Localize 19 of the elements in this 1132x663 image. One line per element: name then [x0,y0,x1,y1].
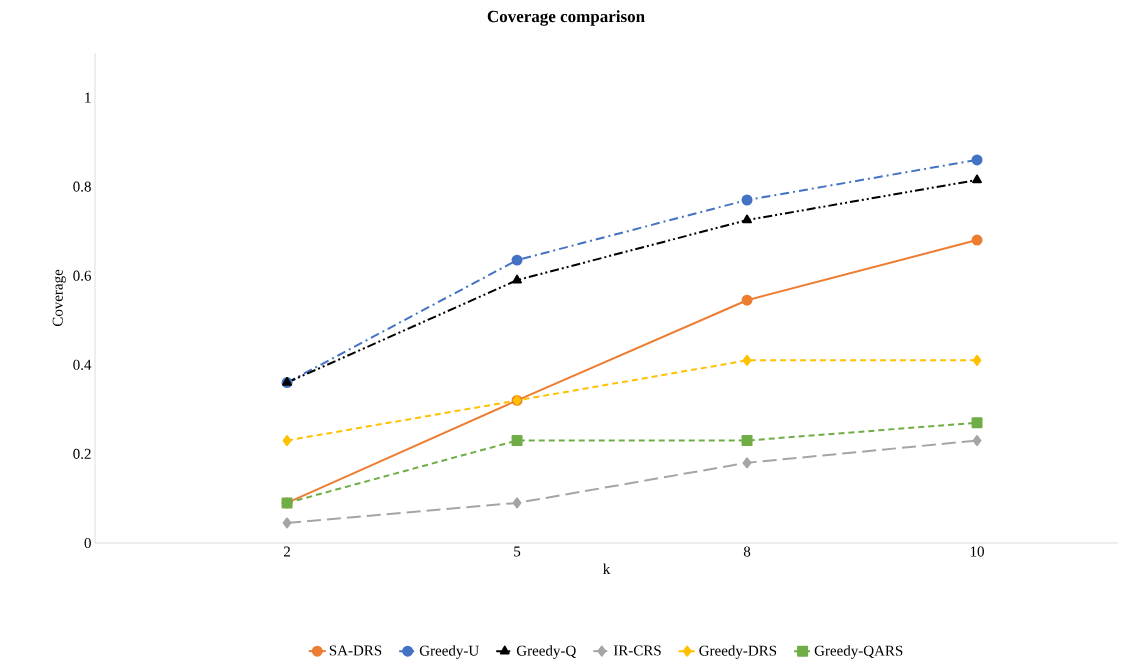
y-tick-label: 0.2 [73,448,91,459]
legend-label: Greedy-Q [516,645,576,659]
y-tick-label: 0.4 [73,359,92,370]
x-tick-label: 2 [283,546,290,557]
legend-label: Greedy-U [419,645,479,659]
x-tick-label: 5 [514,546,521,557]
legend-label: Greedy-DRS [699,645,777,659]
chart-title: Coverage comparison [487,10,645,26]
legend-label: SA-DRS [329,645,382,656]
y-tick-label: 0.6 [73,270,92,281]
legend-label: IR-CRS [613,645,661,656]
y-tick-label: 0.8 [73,181,91,192]
y-tick-label: 0 [84,537,91,549]
x-tick-label: 8 [743,546,751,557]
legend-label: Greedy-QARS [814,645,903,659]
y-tick-label: 1 [85,92,91,103]
x-tick-label: 10 [970,546,984,557]
x-axis-title: k [603,563,611,574]
y-axis-title: Coverage [52,269,66,327]
